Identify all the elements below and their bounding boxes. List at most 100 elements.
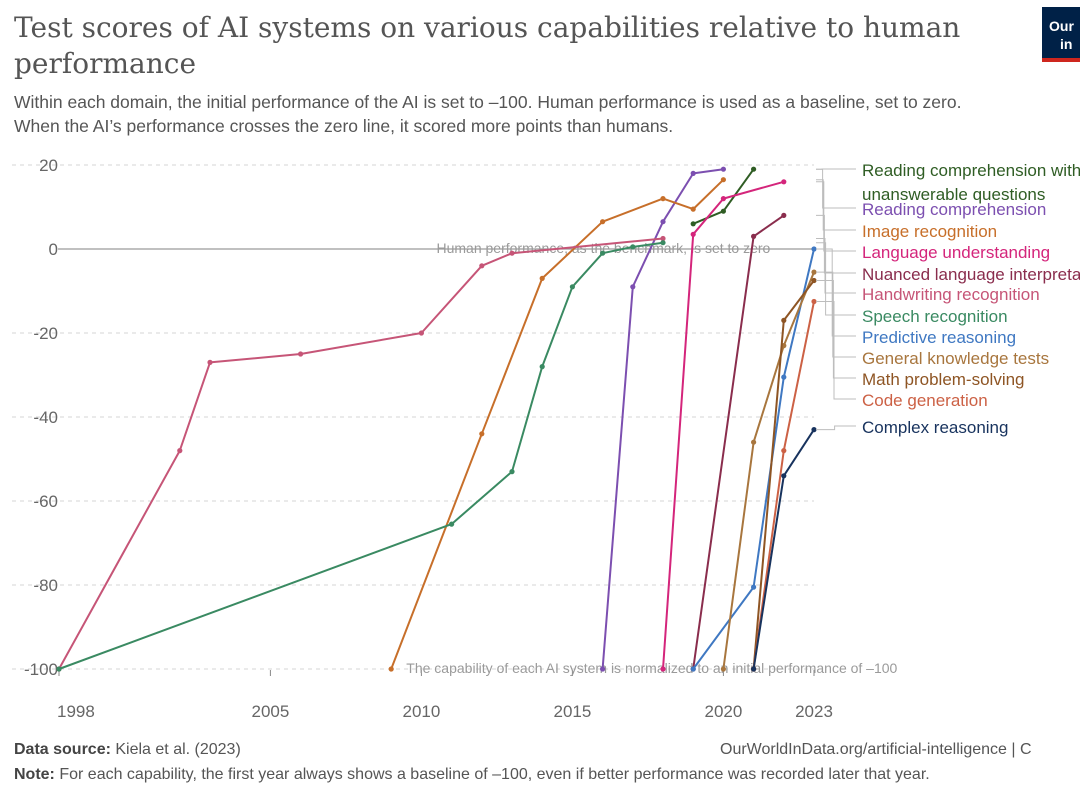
data-point (600, 219, 606, 225)
source-url-link[interactable]: OurWorldInData.org/artificial-intelligen… (720, 741, 1032, 758)
data-point (781, 212, 787, 218)
data-point (781, 317, 787, 323)
data-point (781, 448, 787, 454)
legend-label: Complex reasoning (862, 418, 1008, 437)
data-point (751, 439, 757, 445)
data-point (811, 269, 817, 275)
data-point (479, 431, 485, 437)
data-point (720, 208, 727, 214)
legend-label: Speech recognition (862, 307, 1008, 326)
data-point (539, 275, 545, 281)
data-source: Data source: Kiela et al. (2023) (14, 741, 241, 759)
series-line (58, 237, 664, 670)
series-line (662, 180, 785, 670)
data-point (751, 584, 757, 590)
owid-logo[interactable]: Our in (1042, 7, 1080, 62)
footnote: Note: For each capability, the first yea… (14, 766, 930, 784)
legend-label: Math problem-solving (862, 370, 1025, 389)
legend-connector (816, 181, 856, 252)
x-tick-label: 2015 (553, 702, 591, 721)
series-line (692, 248, 815, 670)
legend-connector (816, 242, 856, 316)
legend-connector (816, 214, 856, 274)
data-point (630, 284, 636, 290)
chart-title: Test scores of AI systems on various cap… (14, 11, 961, 80)
series-line (752, 429, 815, 670)
data-point (177, 448, 183, 454)
data-point (479, 263, 485, 269)
legend-label: Predictive reasoning (862, 328, 1016, 347)
data-point (751, 233, 757, 239)
series-line (58, 241, 664, 670)
chart-subtitle: Within each domain, the initial performa… (14, 90, 1080, 138)
note-text: For each capability, the first year alwa… (59, 766, 930, 783)
data-point (449, 521, 455, 527)
data-point (660, 196, 666, 202)
subtitle-line-2: When the AI’s performance crosses the ze… (14, 116, 674, 136)
x-tick-label: 2010 (402, 702, 440, 721)
legend-label: Handwriting recognition (862, 285, 1040, 304)
data-point (56, 666, 62, 672)
data-point (509, 469, 515, 475)
y-tick-label: -60 (33, 492, 58, 511)
legend-connector (816, 179, 856, 231)
data-point (690, 221, 696, 227)
legend-label: Code generation (862, 391, 988, 410)
normalization-annotation: The capability of each AI system is norm… (406, 660, 897, 676)
legend-connector (816, 425, 856, 431)
data-point (781, 374, 787, 380)
data-point (600, 666, 606, 672)
data-point (630, 244, 636, 250)
legend-connector (816, 168, 856, 209)
logo-text-line-1: Our (1049, 18, 1074, 34)
x-tick-label: 1998 (57, 702, 95, 721)
note-label: Note: (14, 766, 55, 783)
y-tick-label: 20 (39, 156, 58, 175)
legend-connector (816, 280, 856, 379)
data-point (781, 179, 787, 185)
legend-connector (816, 271, 856, 358)
legend-label: Reading comprehension (862, 200, 1046, 219)
data-point (690, 231, 696, 237)
data-point (781, 473, 787, 479)
data-point (660, 240, 666, 246)
y-tick-label: -40 (33, 408, 58, 427)
y-tick-label: -80 (33, 576, 58, 595)
data-point (720, 177, 727, 183)
x-tick-label: 2023 (795, 702, 833, 721)
data-point (600, 250, 606, 256)
x-tick-label: 2005 (251, 702, 289, 721)
data-point (388, 666, 394, 672)
legend-label: Reading comprehension with (862, 161, 1080, 180)
data-point (298, 351, 304, 357)
x-tick-label: 2020 (704, 702, 742, 721)
y-tick-label: -100 (24, 660, 58, 679)
data-source-text: Kiela et al. (2023) (115, 741, 241, 758)
legend-label: General knowledge tests (862, 349, 1049, 368)
series-line (722, 271, 815, 670)
data-point (811, 246, 817, 252)
logo-text-line-2: in (1060, 36, 1073, 52)
line-chart: 20 0 -20 -40 -60 -80 -100 1998 2005 2010 2015 2020 2… (12, 156, 1080, 721)
subtitle-line-1: Within each domain, the initial performa… (14, 92, 962, 112)
legend-connector (816, 248, 856, 337)
data-point (720, 666, 727, 672)
legend-connector (816, 301, 856, 400)
data-point (811, 427, 817, 433)
legend-label: Image recognition (862, 222, 997, 241)
data-point (539, 364, 545, 370)
y-tick-label: 0 (49, 240, 58, 259)
data-point (660, 235, 666, 242)
data-point (690, 206, 696, 212)
data-point (660, 219, 666, 225)
data-point (660, 666, 666, 672)
data-source-label: Data source: (14, 741, 111, 758)
series-line (692, 214, 785, 670)
y-tick-label: -20 (33, 324, 58, 343)
data-point (720, 166, 727, 172)
legend-connector (816, 238, 856, 294)
data-point (751, 166, 757, 172)
data-point (751, 666, 757, 672)
data-point (720, 196, 727, 202)
legend-label: Language understanding (862, 243, 1050, 262)
